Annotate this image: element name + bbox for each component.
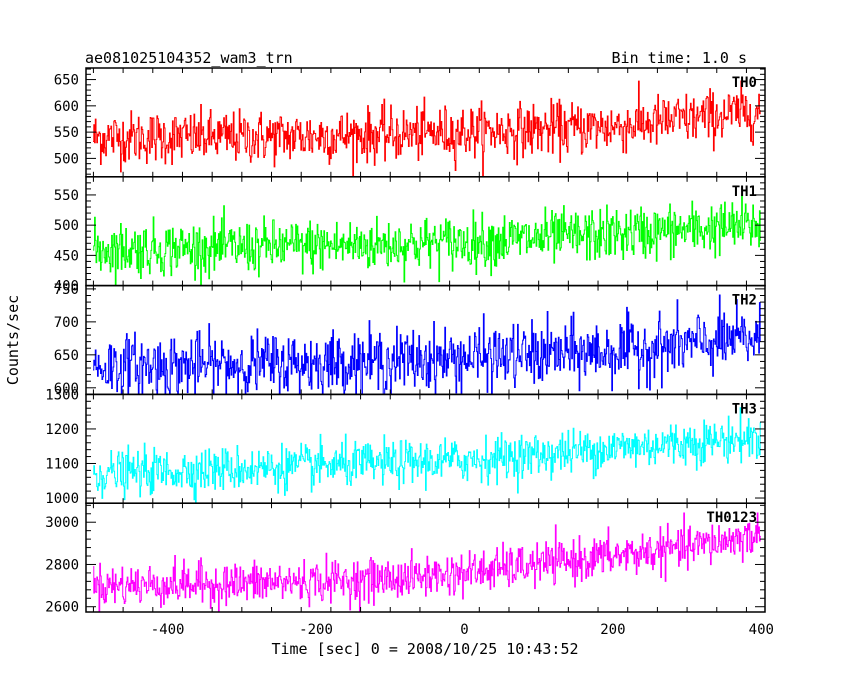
x-tick-label: -400 [151,622,185,638]
y-tick-label-th0: 600 [54,99,79,115]
panel-frame-th0 [85,67,766,178]
y-axis-label: Counts/sec [4,295,22,385]
x-axis-label: Time [sec] 0 = 2008/10/25 10:43:52 [271,640,578,658]
y-tick-label-th2: 700 [54,315,79,331]
panel-label-th2: TH2 [732,293,757,309]
series-line-th0 [93,80,761,177]
y-tick-label-th0123: 2600 [45,600,79,616]
y-tick-label-th0: 550 [54,125,79,141]
panels-group: 500 550 600 650 TH0 400 450 500 550 TH1 600 650 700 7… [45,67,766,616]
y-tick-label-th3: 1000 [45,491,79,507]
series-line-th3 [93,407,761,504]
y-tick-label-th2: 750 [54,282,79,298]
x-tick-label: 200 [600,622,625,638]
panel-label-th0123: TH0123 [706,510,757,526]
panel-th2: 600 650 700 750 TH2 [54,282,766,397]
panel-label-th0: TH0 [732,75,757,91]
x-tick-label: 400 [749,622,774,638]
y-tick-label-th2: 650 [54,348,79,364]
y-tick-label-th1: 550 [54,188,79,204]
y-tick-label-th1: 500 [54,218,79,234]
y-tick-label-th0123: 2800 [45,557,79,573]
y-tick-label-th0: 500 [54,151,79,167]
y-tick-label-th1: 450 [54,248,79,264]
x-tick-label: -200 [299,622,333,638]
panel-label-th1: TH1 [732,184,757,200]
panel-th0123: 2600 2800 3000 TH0123 [45,502,766,616]
y-tick-label-th3: 1200 [45,422,79,438]
y-tick-label-th0123: 3000 [45,515,79,531]
y-tick-label-th1: 400 [54,279,79,295]
y-tick-label-th2: 600 [54,381,79,397]
y-tick-label-th0: 650 [54,73,79,89]
panel-th1: 400 450 500 550 TH1 [54,176,766,295]
y-tick-label-th3: 1100 [45,456,79,472]
x-axis-ticks: -400 -200 0 200 400 [151,622,774,638]
panel-label-th3: TH3 [732,401,757,417]
panel-th3: 1000 1100 1200 1300 TH3 [45,387,766,507]
x-tick-label: 0 [460,622,468,638]
y-tick-label-th3: 1300 [45,387,79,403]
bin-time-label: Bin time: 1.0 s [612,49,747,67]
series-line-th0123 [93,512,761,613]
series-line-th2 [93,294,761,395]
panel-th0: 500 550 600 650 TH0 [54,67,766,178]
panel-frame-th0123 [85,502,766,613]
series-line-th1 [93,195,761,286]
figure-title: ae081025104352_wam3_trn [85,49,293,67]
